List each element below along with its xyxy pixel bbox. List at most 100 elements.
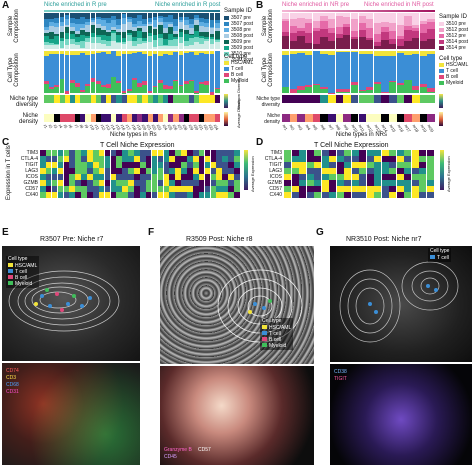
panel-a-sample-seg xyxy=(183,24,189,31)
panel-d-heat-cell xyxy=(299,162,307,168)
panel-a-sample-seg xyxy=(90,32,96,38)
panel-a-celltype-legend-label: B cell xyxy=(231,72,244,78)
panel-a-sample-seg xyxy=(95,36,101,44)
panel-b-sample-seg xyxy=(381,26,389,33)
panel-b-celltype-seg xyxy=(412,85,420,90)
panel-d-heat-cell xyxy=(381,150,389,156)
panel-c-heat-cell xyxy=(216,174,223,180)
panel-d-heat-cell xyxy=(351,162,359,168)
panel-c-heat-cell xyxy=(151,150,158,156)
panel-a-sample-seg xyxy=(106,32,111,36)
panel-b-celltype-seg xyxy=(412,89,420,93)
panel-c-heat-cell xyxy=(81,180,87,186)
panel-c-heat-cell xyxy=(92,186,99,192)
panel-a-celltype-seg xyxy=(59,51,65,55)
panel-a-sample-seg xyxy=(157,16,163,19)
panel-c-heat-cell xyxy=(175,156,181,162)
panel-d-heat-cell xyxy=(306,180,314,186)
panel-a-sample-seg xyxy=(147,13,153,19)
panel-b-density-cell xyxy=(312,114,321,122)
panel-a-sample-seg xyxy=(85,37,91,43)
panel-b-sample-seg xyxy=(419,13,427,21)
panel-a-celltype-seg xyxy=(183,80,189,84)
panel-a-celltype-seg xyxy=(80,90,85,92)
panel-c-heat-cell xyxy=(198,162,205,168)
panel-a-niche-tick: r7 xyxy=(73,123,80,130)
panel-a-celltype-seg xyxy=(152,51,158,54)
panel-a-density-cell xyxy=(126,114,132,122)
panel-c-heat-cell xyxy=(69,162,75,168)
panel-a-sample-seg xyxy=(137,25,142,28)
panel-b-sample-seg xyxy=(304,22,313,33)
panel-a-sample-seg xyxy=(100,17,106,20)
panel-b-density-cell xyxy=(350,114,359,122)
panel-b-density-cell xyxy=(373,114,382,122)
panel-e-legend-myeloid-label: Myeloid xyxy=(15,280,33,287)
panel-b-sample-seg xyxy=(304,32,313,44)
panel-c-heat-cell xyxy=(87,186,93,192)
panel-a-celltype-seg xyxy=(152,86,158,88)
panel-c-heat-cell xyxy=(228,168,234,174)
panel-a-diversity-cell xyxy=(80,95,86,103)
panel-a-sample-seg xyxy=(54,23,60,27)
panel-c-heat-cell xyxy=(222,150,228,156)
panel-c-heat-cell xyxy=(145,150,152,156)
panel-b-celltype-seg xyxy=(335,52,343,89)
panel-c-heat-cell xyxy=(204,150,211,156)
panel-b-diversity-cell xyxy=(358,95,367,103)
panel-a-sample-seg xyxy=(142,43,148,49)
panel-c-heat-cell xyxy=(45,150,52,156)
panel-c-heat-cell xyxy=(204,174,211,180)
panel-b-celltype-seg xyxy=(350,81,359,85)
panel-c-heat-cell xyxy=(151,192,158,198)
panel-a-sample-seg xyxy=(100,13,106,18)
panel-d-colorbar xyxy=(440,150,444,190)
panel-a-sample-seg xyxy=(214,13,220,21)
panel-e-marker-cd68: CD68 xyxy=(6,382,19,388)
panel-a-sample-seg xyxy=(49,26,54,33)
panel-f-legend-tcell-label: T cell xyxy=(269,330,281,337)
panel-b-sample-seg xyxy=(419,32,427,42)
panel-d-heat-cell xyxy=(336,150,344,156)
panel-a-density-cell xyxy=(204,114,210,122)
panel-c-heat-cell xyxy=(198,174,205,180)
panel-b-diversity-cell xyxy=(297,95,305,103)
panel-d-heat-cell xyxy=(426,180,434,186)
panel-b-celltype-seg xyxy=(350,51,359,52)
panel-b-celltype-seg xyxy=(419,87,427,93)
panel-a-xlabel: Niche types in Rs xyxy=(110,132,157,138)
panel-d-heat-cell xyxy=(321,186,329,192)
panel-b-sample-seg xyxy=(412,27,420,31)
panel-c-heat-cell xyxy=(192,192,199,198)
panel-a-celltype-legend-swatch xyxy=(224,78,229,83)
panel-b-celltype-seg xyxy=(297,53,305,86)
panel-a-sample-seg xyxy=(204,37,210,39)
panel-b-celltype-seg xyxy=(327,55,336,93)
panel-b-celltype-seg xyxy=(396,82,404,85)
panel-c-heat-cell xyxy=(140,156,146,162)
panel-a-celltype-legend-label: Myeloid xyxy=(231,78,249,84)
panel-d-heat-cell xyxy=(344,162,352,168)
panel-b-niche-tick: nr6 xyxy=(319,123,327,132)
panel-b-sample-seg xyxy=(404,13,412,16)
panel-d-heat-cell xyxy=(314,162,322,168)
panel-d-heat-cell xyxy=(419,150,427,156)
panel-a-density-cell xyxy=(209,114,215,122)
panel-a-sample-seg xyxy=(163,32,168,40)
panel-b-density-strip xyxy=(282,114,435,122)
panel-c-heat-cell xyxy=(198,150,205,156)
panel-a-sample-seg xyxy=(111,16,117,21)
panel-d-heat-cell xyxy=(359,180,367,186)
panel-d-heat-cell xyxy=(284,192,292,198)
panel-a-sample-seg xyxy=(69,26,75,32)
panel-a-sample-seg xyxy=(111,20,117,27)
panel-a-diversity-cell xyxy=(157,95,164,103)
panel-b-celltype-seg xyxy=(312,83,320,86)
panel-d-marker-label: GZMB xyxy=(267,180,282,186)
panel-b-sample-seg xyxy=(419,20,427,25)
panel-a-sample-seg xyxy=(75,33,80,37)
panel-a-sample-id-legend: 3507 pre 3507 post 3508 pre 3508 post 3509 p… xyxy=(224,15,254,63)
panel-a-density-cell xyxy=(132,114,138,122)
panel-d-heat-cell xyxy=(344,156,352,162)
panel-a-celltype-seg xyxy=(80,91,85,93)
